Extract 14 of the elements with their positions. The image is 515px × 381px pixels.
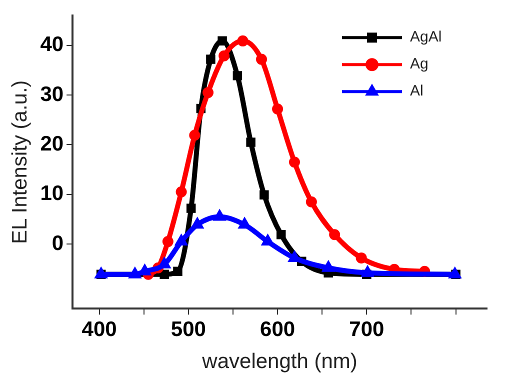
y-tick-label: 0 [52,232,64,255]
y-tick-label: 30 [40,82,64,106]
x-tick-label: 600 [260,318,296,341]
y-tick-label: 20 [40,132,64,156]
x-tick-label: 500 [170,318,206,341]
x-tick-label: 400 [82,318,117,341]
legend-label: AgAl [410,28,442,46]
y-tick-label: 40 [40,33,64,56]
legend-label: Al [410,82,424,100]
x-axis-title: wavelength (nm) [201,350,358,374]
x-tick-label: 700 [349,318,384,341]
y-tick-label: 10 [40,182,64,206]
legend-label: Ag [410,56,428,73]
y-axis-title: EL Intensity (a.u.) [8,80,32,244]
